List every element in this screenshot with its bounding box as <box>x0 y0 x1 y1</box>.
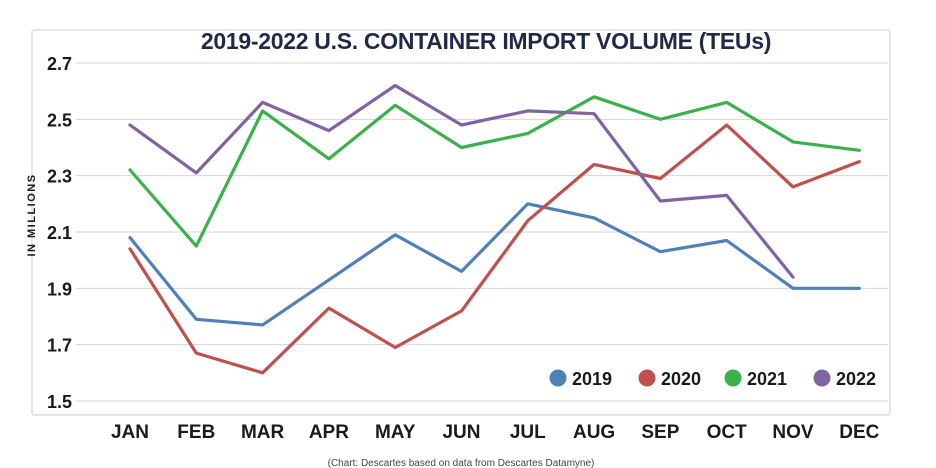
x-tick-label: SEP <box>641 422 679 443</box>
y-tick-label: 1.9 <box>47 279 72 299</box>
legend: 2019 2020 2021 2022 <box>549 369 876 389</box>
y-tick-label: 2.5 <box>47 110 72 130</box>
chart-source: (Chart: Descartes based on data from Des… <box>328 458 595 468</box>
series-line-2019 <box>128 202 861 327</box>
y-axis-label: IN MILLIONS <box>26 173 38 256</box>
gridlines <box>76 62 888 402</box>
x-tick-label: DEC <box>839 422 879 443</box>
x-tick-label: JUN <box>442 422 480 443</box>
y-tick-label: 2.7 <box>47 54 72 74</box>
x-tick-label: FEB <box>177 422 215 443</box>
y-tick-label: 2.3 <box>47 167 72 187</box>
x-tick-label: JUL <box>510 422 546 443</box>
x-tick-label: JAN <box>111 422 149 443</box>
legend-marker-2020 <box>638 369 656 387</box>
series-lines <box>128 83 861 375</box>
y-axis-ticks: 1.5 1.7 1.9 2.1 2.3 2.5 2.7 <box>47 54 72 412</box>
legend-label-2022: 2022 <box>836 369 876 389</box>
x-tick-label: MAY <box>375 422 416 443</box>
y-tick-label: 2.1 <box>47 223 72 243</box>
x-tick-label: APR <box>309 422 349 443</box>
x-tick-label: OCT <box>707 422 748 443</box>
legend-marker-2022 <box>813 369 831 387</box>
chart-title: 2019-2022 U.S. CONTAINER IMPORT VOLUME (… <box>201 28 771 54</box>
plot-frame <box>31 29 891 416</box>
series-line-2020 <box>128 123 861 375</box>
y-tick-label: 1.5 <box>47 392 72 412</box>
legend-marker-2021 <box>724 369 742 387</box>
series-line-2021 <box>128 95 861 248</box>
series-line-2022 <box>128 83 795 279</box>
x-tick-label: MAR <box>241 422 285 443</box>
legend-marker-2019 <box>549 369 567 387</box>
legend-label-2021: 2021 <box>747 369 787 389</box>
legend-label-2020: 2020 <box>661 369 701 389</box>
legend-label-2019: 2019 <box>572 369 612 389</box>
x-tick-label: AUG <box>573 422 615 443</box>
x-axis-ticks: JAN FEB MAR APR MAY JUN JUL AUG SEP OCT NOV DEC <box>111 422 880 443</box>
y-tick-label: 1.7 <box>47 336 72 356</box>
x-tick-label: NOV <box>772 422 814 443</box>
